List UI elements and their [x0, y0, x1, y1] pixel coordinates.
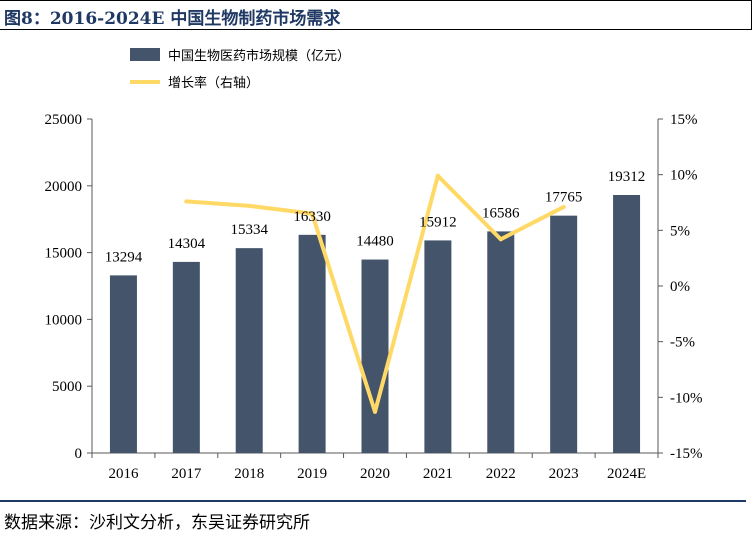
growth-point: [498, 237, 503, 242]
bar-data-label: 15912: [419, 214, 457, 230]
x-tick-label: 2021: [423, 466, 453, 482]
x-tick-label: 2020: [360, 466, 390, 482]
growth-point: [184, 199, 189, 204]
bar-data-label: 14480: [356, 234, 394, 250]
growth-point: [373, 409, 377, 414]
legend-label-bar: 中国生物医药市场规模（亿元）: [168, 48, 350, 64]
x-tick-label: 2022: [486, 466, 516, 482]
bar: [109, 275, 137, 453]
y-left-tick-label: 10000: [45, 312, 83, 328]
bar: [298, 234, 326, 453]
bar-data-label: 19312: [608, 169, 646, 185]
source-note: 数据来源：沙利文分析，东吴证券研究所: [4, 513, 310, 533]
growth-point: [247, 203, 252, 208]
bar-data-label: 13294: [105, 249, 143, 265]
y-left-tick-label: 20000: [45, 179, 83, 195]
legend-swatch-bar: [130, 48, 160, 61]
bar: [613, 194, 641, 453]
y-right-tick-label: 0%: [670, 279, 690, 295]
y-left-tick-label: 0: [75, 446, 83, 462]
growth-point: [435, 173, 440, 178]
x-tick-label: 2024E: [607, 466, 646, 482]
y-left-tick-label: 15000: [45, 246, 83, 262]
bar: [550, 215, 578, 453]
bar-data-label: 14304: [168, 236, 206, 252]
bar-data-label: 16586: [482, 205, 520, 221]
figure-title: 图8：2016-2024E 中国生物制药市场需求: [4, 9, 341, 29]
chart: 0 5000 10000 15000 20000 25000 -15% -10% -5% 0% 5%…: [45, 48, 703, 482]
bar: [235, 248, 263, 453]
x-tick-label: 2018: [234, 466, 264, 482]
x-tick-label: 2019: [297, 466, 327, 482]
y-right-tick-label: 5%: [670, 223, 690, 239]
y-right-tick-label: -10%: [670, 390, 703, 406]
y-left-tick-label: 5000: [52, 379, 82, 395]
x-tick-label: 2016: [108, 466, 139, 482]
bar-data-label: 15334: [230, 222, 268, 238]
y-right-tick-label: -15%: [670, 446, 703, 462]
bar: [487, 231, 515, 453]
growth-point: [310, 211, 315, 216]
bar: [361, 259, 389, 453]
y-right-tick-label: -5%: [670, 335, 695, 351]
bar-data-label: 17765: [545, 190, 583, 206]
growth-point: [561, 204, 566, 209]
bar: [424, 240, 452, 453]
source-divider: [0, 500, 746, 502]
bar-data-label: 16330: [293, 209, 331, 225]
y-right-tick-label: 10%: [670, 168, 698, 184]
bar: [172, 261, 200, 453]
y-right-tick-label: 15%: [670, 112, 698, 128]
title-bar: 图8：2016-2024E 中国生物制药市场需求: [0, 0, 752, 30]
x-tick-label: 2023: [549, 466, 579, 482]
y-left-tick-label: 25000: [45, 112, 83, 128]
x-tick-label: 2017: [171, 466, 202, 482]
legend-label-line: 增长率（右轴）: [168, 75, 259, 91]
